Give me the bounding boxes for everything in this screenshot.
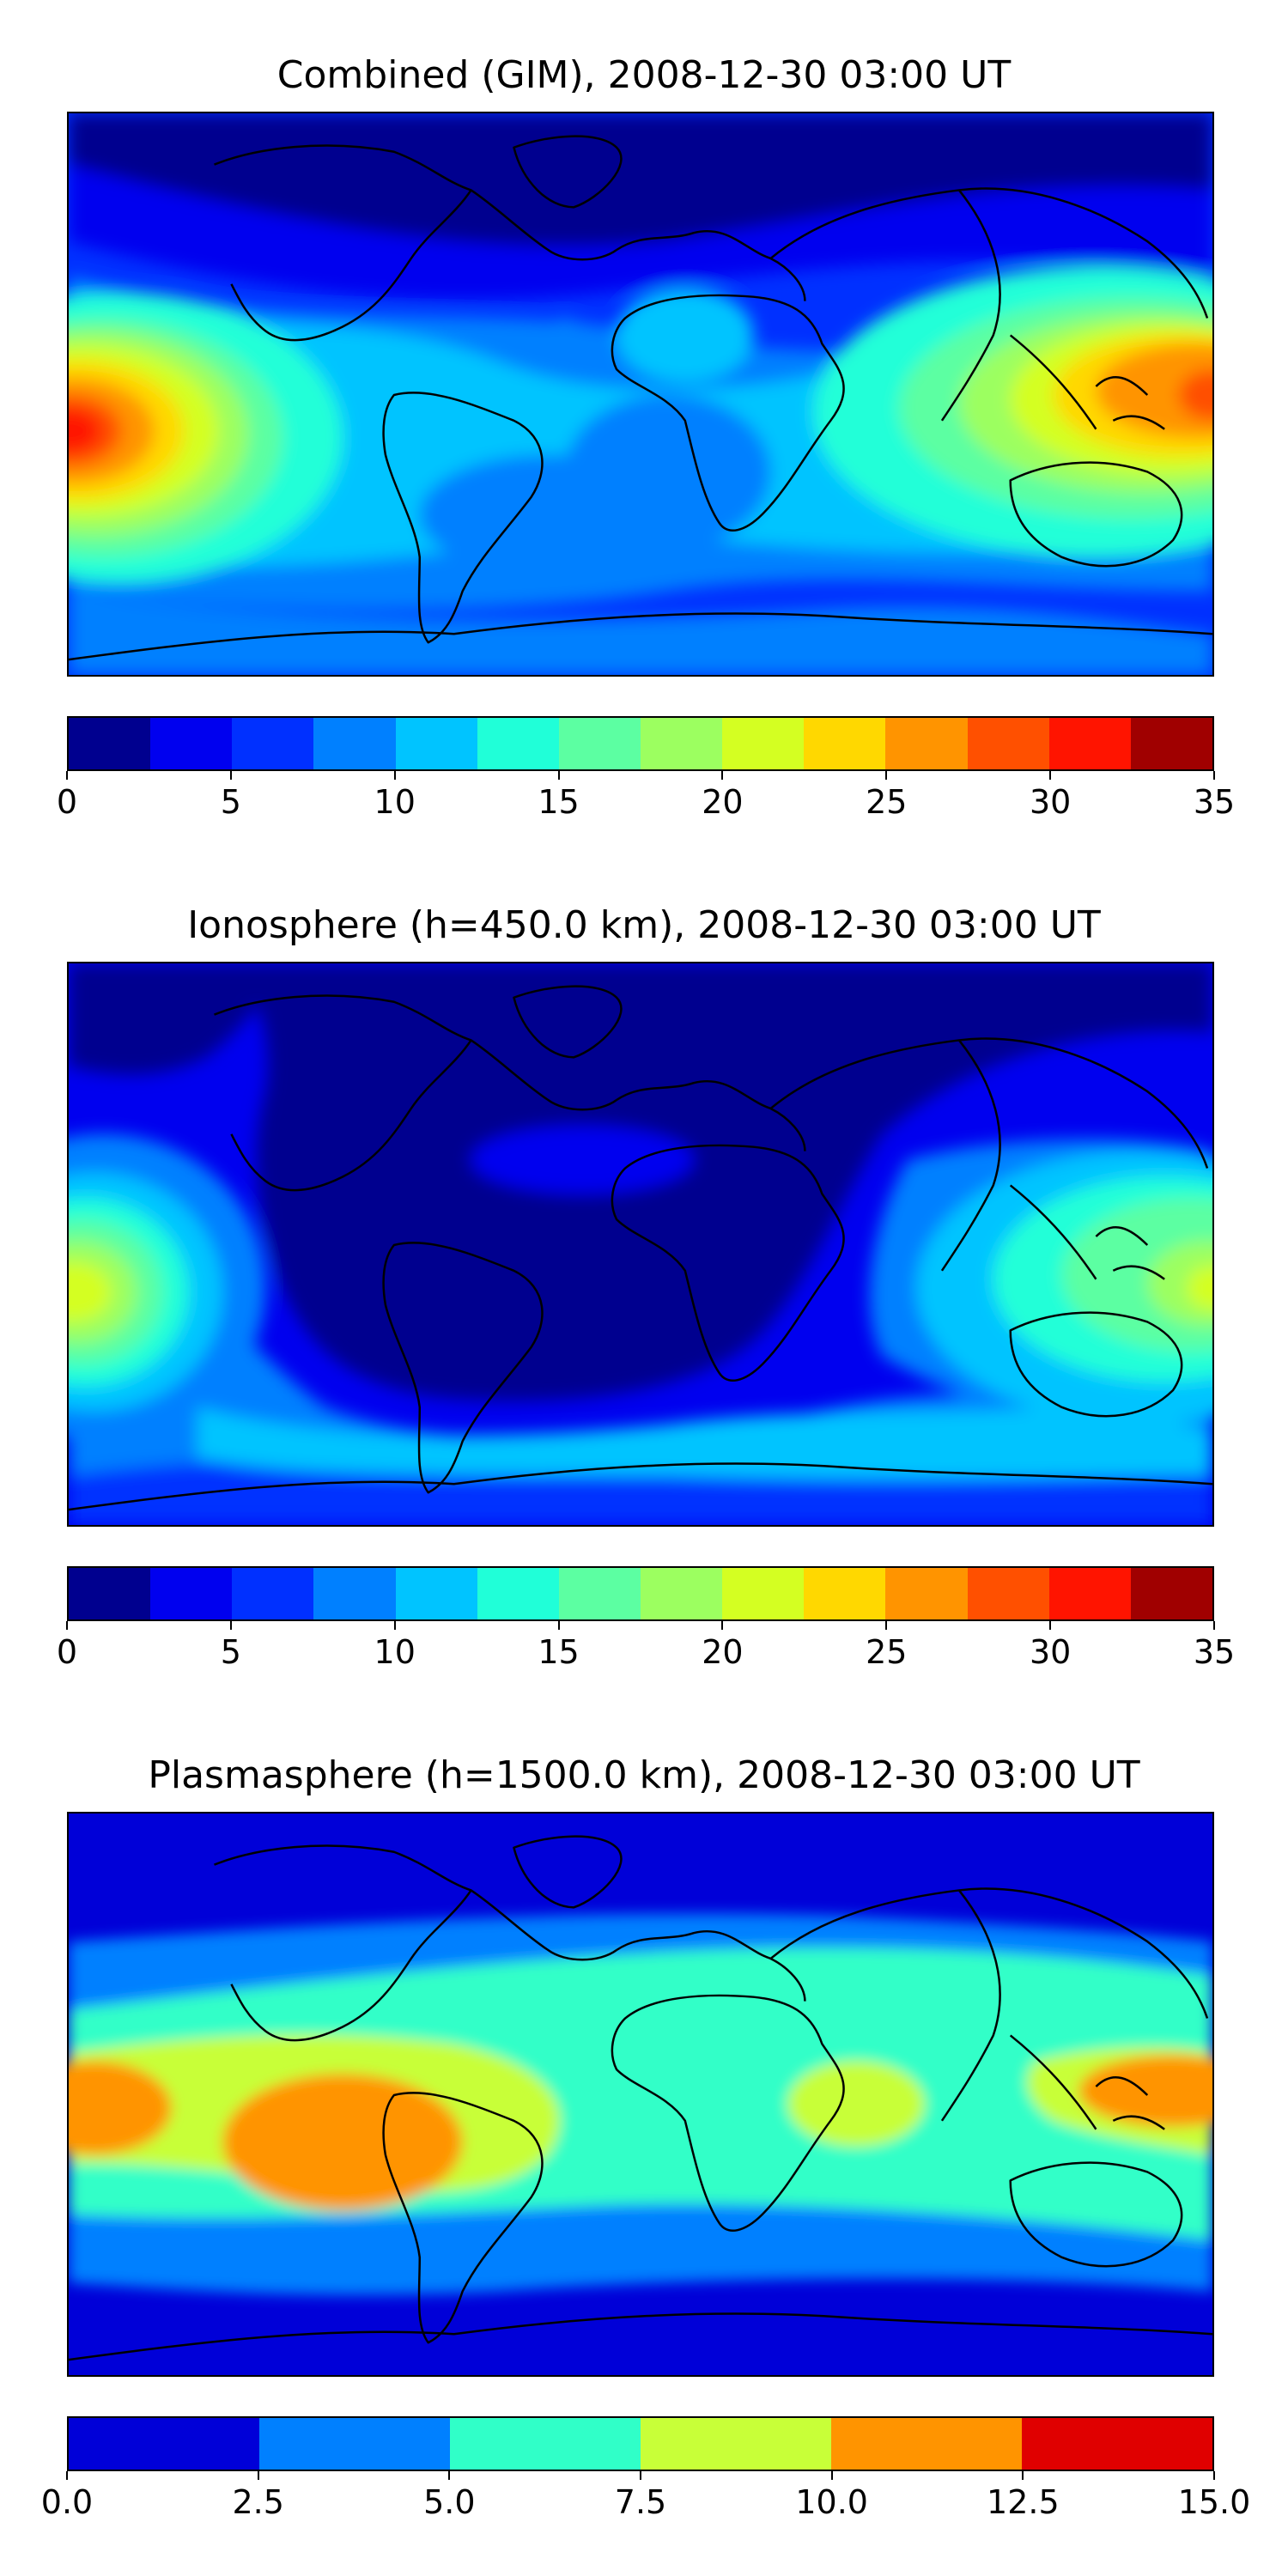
colorbar-tick-label: 5: [220, 1633, 241, 1671]
colorbar-tick-label: 15: [538, 783, 580, 821]
colorbar-segment: [1048, 718, 1131, 769]
colorbar-tick-mark: [448, 2471, 451, 2480]
colorbar-ticks-ionosphere: 0 5 10 15 20 25 30 35: [57, 1621, 1235, 1673]
colorbar-tick-mark: [1213, 2471, 1215, 2480]
colorbar-tick-label: 10: [374, 1633, 416, 1671]
colorbar-segment: [477, 1568, 559, 1619]
colorbar-segment: [1130, 1568, 1212, 1619]
colorbar-segment: [395, 1568, 477, 1619]
colorbar-segment: [1022, 2418, 1212, 2470]
colorbar-tick-mark: [721, 1621, 724, 1630]
colorbar-segment: [722, 1568, 805, 1619]
panel-title-ionosphere: Ionosphere (h=450.0 km), 2008-12-30 03:0…: [187, 903, 1101, 947]
colorbar-segment: [885, 718, 968, 769]
colorbar-segment: [804, 718, 886, 769]
colorbar-tick-mark: [557, 1621, 560, 1630]
colorbar-tick-mark: [66, 2471, 68, 2480]
colorbar-segment: [640, 718, 723, 769]
colorbar-segment: [150, 718, 233, 769]
map-combined: [67, 112, 1214, 677]
colorbar-plasmasphere: [67, 2416, 1214, 2471]
colorbar-segment: [477, 718, 559, 769]
panel-title-combined: Combined (GIM), 2008-12-30 03:00 UT: [276, 53, 1012, 97]
colorbar-tick-label: 15.0: [1177, 2483, 1251, 2521]
colorbar-tick-label: 10: [374, 783, 416, 821]
colorbar-tick-mark: [885, 1621, 888, 1630]
colorbar-tick-mark: [66, 771, 68, 780]
colorbar-segment: [722, 718, 805, 769]
panel-title-plasmasphere: Plasmasphere (h=1500.0 km), 2008-12-30 0…: [148, 1753, 1140, 1797]
tec-contour-map-ionosphere: [69, 963, 1212, 1525]
colorbar-segment: [558, 718, 641, 769]
colorbar-tick-mark: [229, 1621, 232, 1630]
colorbar-segment: [69, 1568, 151, 1619]
colorbar-tick-mark: [393, 771, 396, 780]
colorbar-tick-label: 20: [702, 783, 744, 821]
colorbar-tick-mark: [257, 2471, 259, 2480]
map-plasmasphere: [67, 1812, 1214, 2377]
colorbar-segment: [313, 718, 396, 769]
colorbar-tick-label: 20: [702, 1633, 744, 1671]
colorbar-tick-label: 0.0: [40, 2483, 94, 2521]
colorbar-ticks-plasmasphere: 0.0 2.5 5.0 7.5 10.0 12.5 15.0: [41, 2471, 1250, 2523]
map-ionosphere: [67, 962, 1214, 1527]
colorbar-segment: [967, 1568, 1049, 1619]
colorbar-tick-mark: [721, 771, 724, 780]
colorbar-segment: [831, 2418, 1022, 2470]
colorbar-tick-label: 12.5: [987, 2483, 1060, 2521]
colorbar-tick-label: 15: [538, 1633, 580, 1671]
colorbar-ticks-combined: 0 5 10 15 20 25 30 35: [57, 771, 1235, 823]
colorbar-tick-label: 5.0: [423, 2483, 476, 2521]
colorbar-tick-mark: [66, 1621, 68, 1630]
colorbar-tick-label: 10.0: [795, 2483, 868, 2521]
colorbar-tick-mark: [1213, 1621, 1215, 1630]
colorbar-tick-mark: [1213, 771, 1215, 780]
colorbar-tick-mark: [830, 2471, 833, 2480]
colorbar-segment: [150, 1568, 233, 1619]
colorbar-tick-label: 25: [866, 1633, 908, 1671]
colorbar-segment: [450, 2418, 641, 2470]
colorbar-tick-label: 35: [1193, 783, 1236, 821]
colorbar-segment: [232, 718, 314, 769]
colorbar-segment: [885, 1568, 968, 1619]
colorbar-tick-mark: [393, 1621, 396, 1630]
tec-contour-map-combined: [69, 113, 1212, 675]
colorbar-segment: [259, 2418, 450, 2470]
colorbar-tick-label: 2.5: [232, 2483, 284, 2521]
colorbar-segment: [313, 1568, 396, 1619]
colorbar-segment: [641, 2418, 831, 2470]
colorbar-tick-label: 30: [1029, 783, 1072, 821]
colorbar-segment: [395, 718, 477, 769]
colorbar-segment: [69, 2418, 259, 2470]
colorbar-segment: [967, 718, 1049, 769]
colorbar-tick-mark: [1049, 771, 1052, 780]
tec-contour-map-plasmasphere: [69, 1814, 1212, 2375]
colorbar-tick-mark: [640, 2471, 641, 2480]
colorbar-tick-mark: [557, 771, 560, 780]
colorbar-segment: [232, 1568, 314, 1619]
colorbar-segment: [558, 1568, 641, 1619]
colorbar-ionosphere: [67, 1566, 1214, 1621]
colorbar-tick-mark: [1022, 2471, 1024, 2480]
colorbar-segment: [69, 718, 151, 769]
colorbar-tick-label: 35: [1193, 1633, 1236, 1671]
colorbar-tick-label: 25: [866, 783, 908, 821]
colorbar-segment: [640, 1568, 723, 1619]
colorbar-segment: [804, 1568, 886, 1619]
colorbar-segment: [1130, 718, 1212, 769]
colorbar-segment: [1048, 1568, 1131, 1619]
colorbar-combined: [67, 716, 1214, 771]
colorbar-tick-label: 0: [56, 1633, 78, 1671]
colorbar-tick-mark: [229, 771, 232, 780]
colorbar-tick-label: 7.5: [614, 2483, 667, 2521]
colorbar-tick-label: 5: [220, 783, 241, 821]
colorbar-tick-mark: [885, 771, 888, 780]
colorbar-tick-mark: [1049, 1621, 1052, 1630]
colorbar-tick-label: 30: [1029, 1633, 1072, 1671]
colorbar-tick-label: 0: [56, 783, 78, 821]
